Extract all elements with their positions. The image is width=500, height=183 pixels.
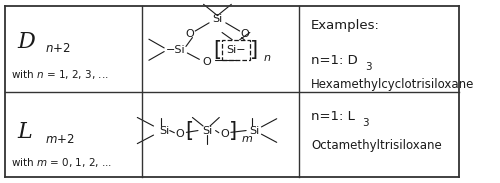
Text: O: O	[186, 29, 194, 39]
Text: O: O	[202, 57, 211, 67]
Text: ]: ]	[229, 121, 237, 141]
Text: L: L	[17, 121, 32, 143]
Text: with $\mathit{m}$ = 0, 1, 2, ...: with $\mathit{m}$ = 0, 1, 2, ...	[11, 156, 112, 169]
Text: $\mathit{m}$+2: $\mathit{m}$+2	[44, 133, 74, 146]
Text: Si: Si	[159, 126, 170, 136]
Text: −Si: −Si	[166, 45, 186, 55]
Text: Si: Si	[250, 126, 260, 136]
Text: 3: 3	[366, 62, 372, 72]
Text: [: [	[185, 121, 193, 141]
Text: O: O	[241, 29, 250, 39]
Text: D: D	[17, 31, 35, 53]
Text: with $\mathit{n}$ = 1, 2, 3, ...: with $\mathit{n}$ = 1, 2, 3, ...	[11, 68, 108, 81]
Text: [: [	[214, 40, 222, 60]
Text: Hexamethylcyclotrisiloxane: Hexamethylcyclotrisiloxane	[311, 78, 474, 91]
Text: $\mathit{m}$: $\mathit{m}$	[240, 134, 252, 144]
Text: Si−: Si−	[226, 45, 246, 55]
Text: Octamethyltrisiloxane: Octamethyltrisiloxane	[311, 139, 442, 152]
Text: n=1: D: n=1: D	[311, 54, 358, 67]
Text: O: O	[176, 129, 184, 139]
Bar	[222, 40, 250, 60]
Text: $\mathit{n}$: $\mathit{n}$	[263, 53, 271, 63]
Text: 3: 3	[362, 118, 368, 128]
Text: Si: Si	[202, 126, 213, 136]
Text: n=1: L: n=1: L	[311, 110, 355, 123]
Text: ]: ]	[250, 40, 258, 60]
Text: Examples:: Examples:	[311, 19, 380, 32]
Text: Si: Si	[212, 14, 222, 24]
Text: O: O	[220, 129, 229, 139]
Text: $\mathit{n}$+2: $\mathit{n}$+2	[44, 42, 70, 55]
